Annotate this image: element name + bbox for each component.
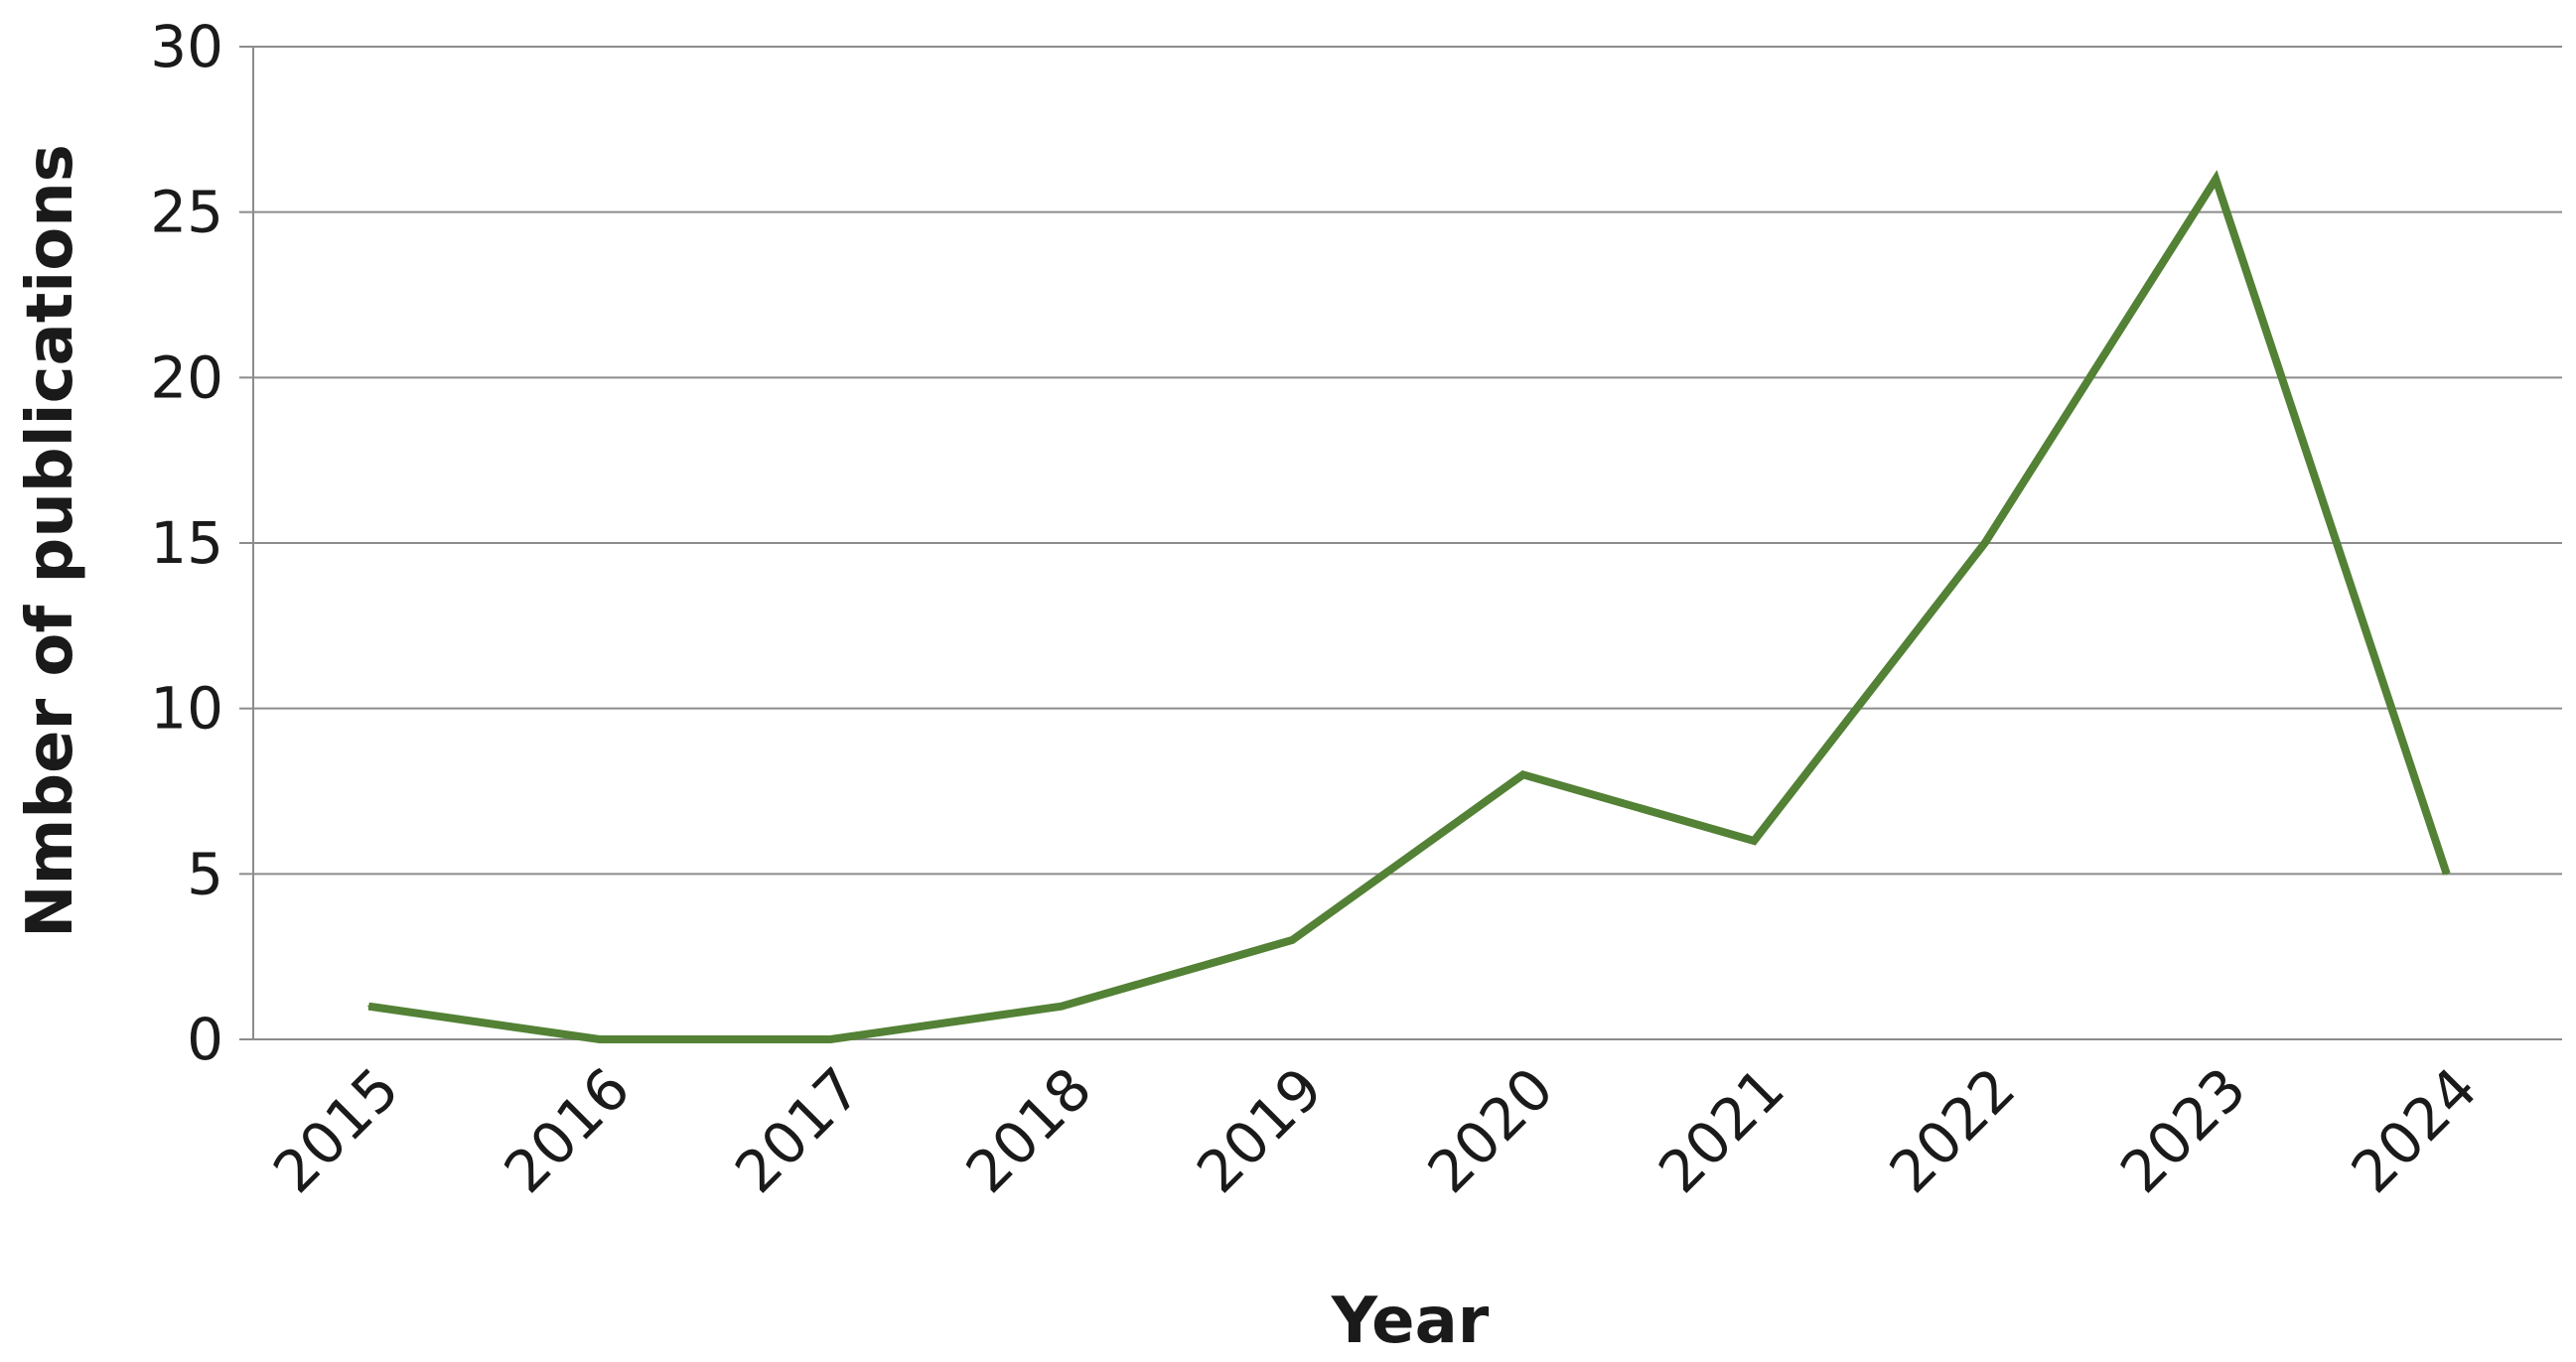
data-point-2017 <box>829 1038 832 1040</box>
x-tick-label: 2024 <box>2339 1054 2490 1205</box>
data-point-2021 <box>1753 840 1756 842</box>
x-tick-label: 2018 <box>953 1054 1104 1205</box>
y-tick-label: 0 <box>187 1006 223 1073</box>
data-point-2022 <box>1983 542 1986 544</box>
data-point-2016 <box>598 1038 601 1040</box>
y-tick-label: 5 <box>187 840 223 907</box>
y-tick-label: 15 <box>150 509 223 577</box>
x-axis-ticks: 2015 2016 2017 2018 2019 2020 2021 2022 2023 2024 <box>260 1054 2490 1205</box>
y-tick-label: 10 <box>150 675 223 743</box>
y-axis-ticks: 0 5 10 15 20 25 30 <box>150 13 253 1073</box>
data-point-2020 <box>1521 773 1524 776</box>
y-tick-label: 25 <box>150 179 223 246</box>
x-tick-label: 2017 <box>722 1054 873 1205</box>
y-tick-label: 20 <box>150 343 223 411</box>
data-point-2019 <box>1291 939 1294 941</box>
data-point-2023 <box>2215 178 2218 181</box>
series-layer <box>367 170 2451 1043</box>
x-axis-title: Year <box>1331 1285 1490 1358</box>
x-tick-label: 2020 <box>1415 1054 1566 1205</box>
y-axis-title: Nmber of publications <box>14 144 87 938</box>
data-point-2024 <box>2445 873 2448 876</box>
x-tick-label: 2016 <box>492 1054 643 1205</box>
series-line <box>367 170 2451 1043</box>
y-tick-label: 30 <box>150 13 223 80</box>
x-tick-label: 2021 <box>1646 1054 1796 1205</box>
x-tick-label: 2019 <box>1184 1054 1335 1205</box>
x-tick-label: 2015 <box>260 1054 411 1205</box>
gridlines <box>253 46 2562 876</box>
x-tick-label: 2023 <box>2107 1054 2258 1205</box>
x-tick-label: 2022 <box>1877 1054 2028 1205</box>
data-point-2018 <box>1060 1005 1063 1008</box>
data-point-2015 <box>367 1005 370 1008</box>
